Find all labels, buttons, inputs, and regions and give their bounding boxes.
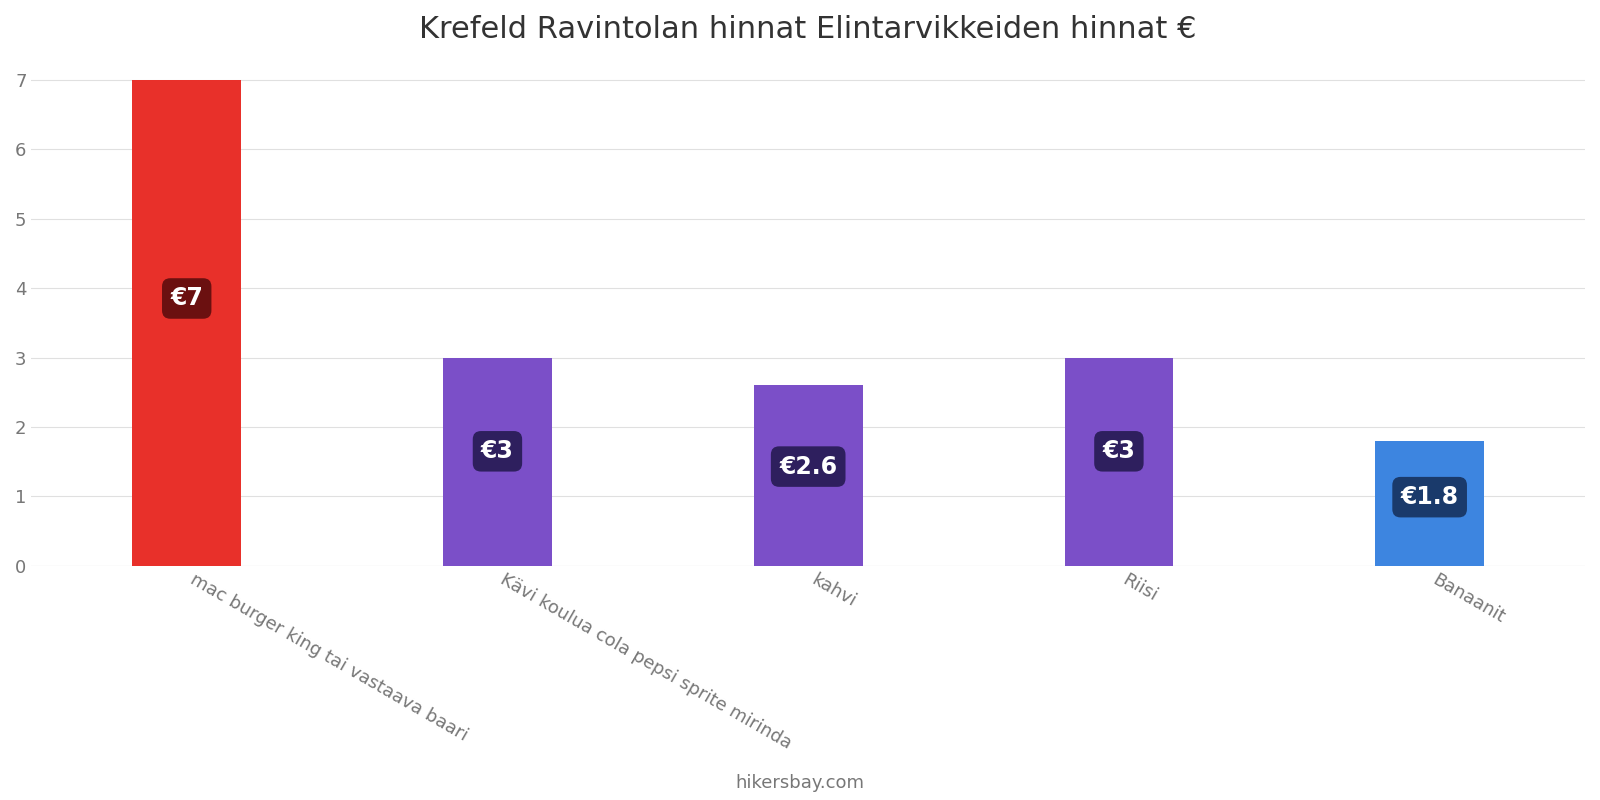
Text: €7: €7	[170, 286, 203, 310]
Text: hikersbay.com: hikersbay.com	[736, 774, 864, 792]
Text: €3: €3	[482, 439, 514, 463]
Text: €2.6: €2.6	[779, 454, 837, 478]
Bar	[754, 386, 862, 566]
Bar	[133, 80, 242, 566]
Text: €1.8: €1.8	[1400, 485, 1459, 509]
Text: €3: €3	[1102, 439, 1136, 463]
Bar	[1064, 358, 1173, 566]
Bar	[443, 358, 552, 566]
Bar	[1376, 441, 1485, 566]
Title: Krefeld Ravintolan hinnat Elintarvikkeiden hinnat €: Krefeld Ravintolan hinnat Elintarvikkeid…	[419, 15, 1197, 44]
